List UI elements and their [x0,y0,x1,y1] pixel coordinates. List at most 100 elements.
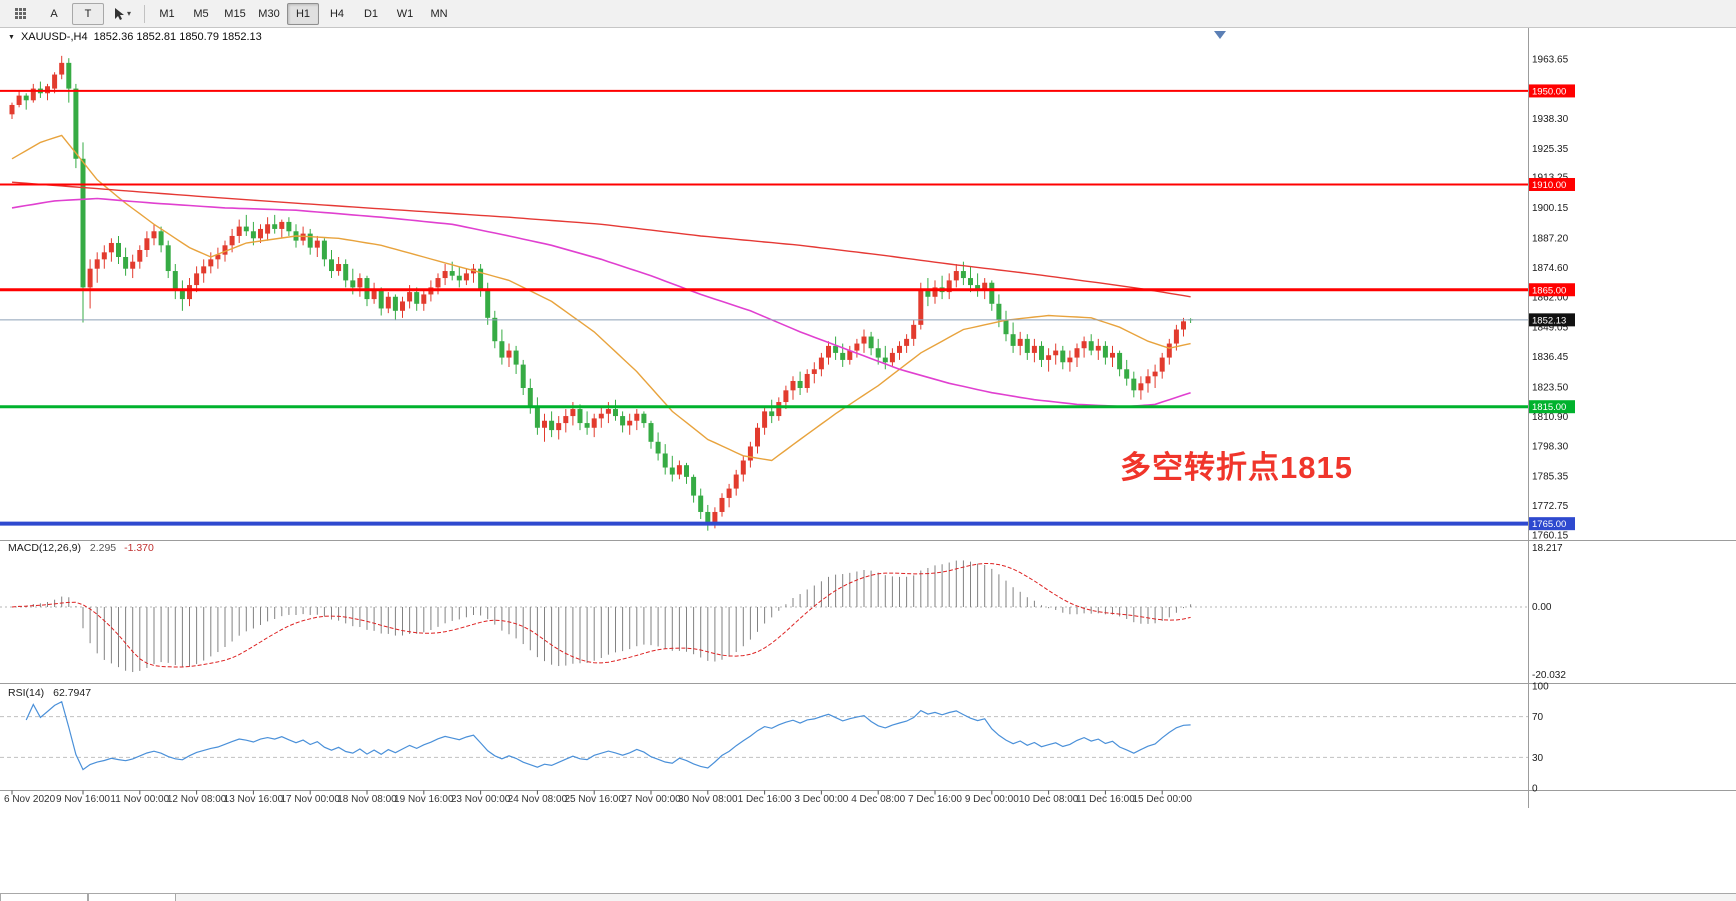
macd-axis-label: -20.032 [1532,670,1566,681]
candle [1060,345,1066,370]
y-axis-label: 1760.15 [1532,531,1569,542]
candle [307,228,313,255]
candle [1095,338,1101,360]
timeframe-m5[interactable]: M5 [193,7,209,20]
candle [769,399,775,424]
panel-separators [0,28,1736,808]
cursor-tool-button[interactable]: ▾ [106,3,138,25]
timeframe-m1[interactable]: M1 [159,7,175,20]
candle [726,483,732,508]
candle [868,331,874,356]
x-axis-label: 10 Dec 08:00 [1019,794,1079,805]
candle [9,102,15,119]
x-axis-label: 9 Dec 00:00 [965,794,1019,805]
candle [705,504,711,531]
timeframe-m30[interactable]: M30 [258,7,280,20]
top-toolbar: A T ▾ M1 M5 M15 M30 H1 H4 D1 W1 MN [0,0,1736,28]
candle [499,329,505,365]
annotate-a-button[interactable]: A [50,7,58,20]
x-axis-label: 9 Nov 16:00 [56,794,110,805]
candle [513,345,519,374]
toolbar-separator [144,4,145,23]
candle [144,231,150,258]
candle [1110,345,1115,367]
candle [343,259,349,288]
rsi-axis-label: 30 [1532,753,1544,764]
candle [833,336,839,360]
x-axis-label: 13 Nov 16:00 [224,794,284,805]
candle [187,278,192,307]
y-axis-label: 1836.45 [1532,352,1569,363]
candle [527,378,533,414]
candle [371,282,377,304]
candle [549,411,555,438]
timeframe-h4[interactable]: H4 [329,7,345,20]
title-dropdown-icon[interactable]: ▼ [8,33,15,41]
candle [1166,338,1172,365]
candle [882,345,888,370]
candle [698,488,704,519]
candle [648,420,654,449]
candle [116,235,121,265]
candle [1010,322,1016,353]
candle [1117,350,1123,377]
candle [946,273,952,300]
chart-tab[interactable] [0,894,88,901]
candle [80,142,86,323]
candle [591,413,597,438]
y-axis-label: 1887.20 [1532,233,1569,244]
candle [669,455,675,482]
chart-tab[interactable] [88,894,176,901]
candle [719,493,725,517]
candle [605,402,611,424]
candle [563,409,569,433]
candle [1046,348,1052,372]
rsi-name: RSI(14) [8,687,45,699]
candle [939,275,945,300]
candle [542,413,547,442]
y-axis-label: 1900.15 [1532,203,1569,214]
timeframe-h1[interactable]: H1 [287,2,319,25]
candle [179,280,185,311]
candle [634,409,640,431]
candle [236,219,242,243]
timeframe-d1[interactable]: D1 [363,7,379,20]
x-axis-label: 1 Dec 16:00 [738,794,792,805]
x-axis-label: 11 Nov 00:00 [110,794,169,805]
candle [1074,343,1080,367]
x-axis-label: 25 Nov 16:00 [564,794,624,805]
timeframe-w1[interactable]: W1 [396,7,414,20]
candle [747,441,753,468]
candle [329,249,334,279]
candle [1024,334,1030,360]
candle [968,266,973,293]
grid-icon[interactable] [4,3,36,25]
rsi-axis-label: 70 [1532,712,1544,723]
candle [1181,317,1186,337]
candle [478,264,484,297]
candle [627,413,633,435]
timeframe-mn[interactable]: MN [430,7,448,20]
candle [151,224,157,246]
candle [1152,364,1158,388]
ohlc-values: 1852.36 1852.81 1850.79 1852.13 [93,31,262,43]
candle [385,292,391,314]
timeframe-m15[interactable]: M15 [224,7,246,20]
candle [1053,343,1059,365]
candle [392,294,398,321]
price-axis: 1963.65 1938.30 1925.35 1913.25 1900.15 1887.… [1529,55,1575,542]
candle [662,444,668,475]
candle [165,240,171,279]
y-axis-label: 1963.65 [1532,55,1569,66]
chart-annotation[interactable]: 多空转折点1815 [1120,450,1353,485]
candle [258,224,263,243]
candle [123,247,129,276]
text-tool-button[interactable]: T [72,2,104,25]
x-axis-label: 11 Dec 16:00 [1076,794,1135,805]
candle [87,259,93,309]
candle [953,264,959,288]
symbol-period-label: XAUUSD-,H4 [20,31,88,43]
candle [208,252,214,274]
chart-shift-marker[interactable] [1214,31,1226,39]
